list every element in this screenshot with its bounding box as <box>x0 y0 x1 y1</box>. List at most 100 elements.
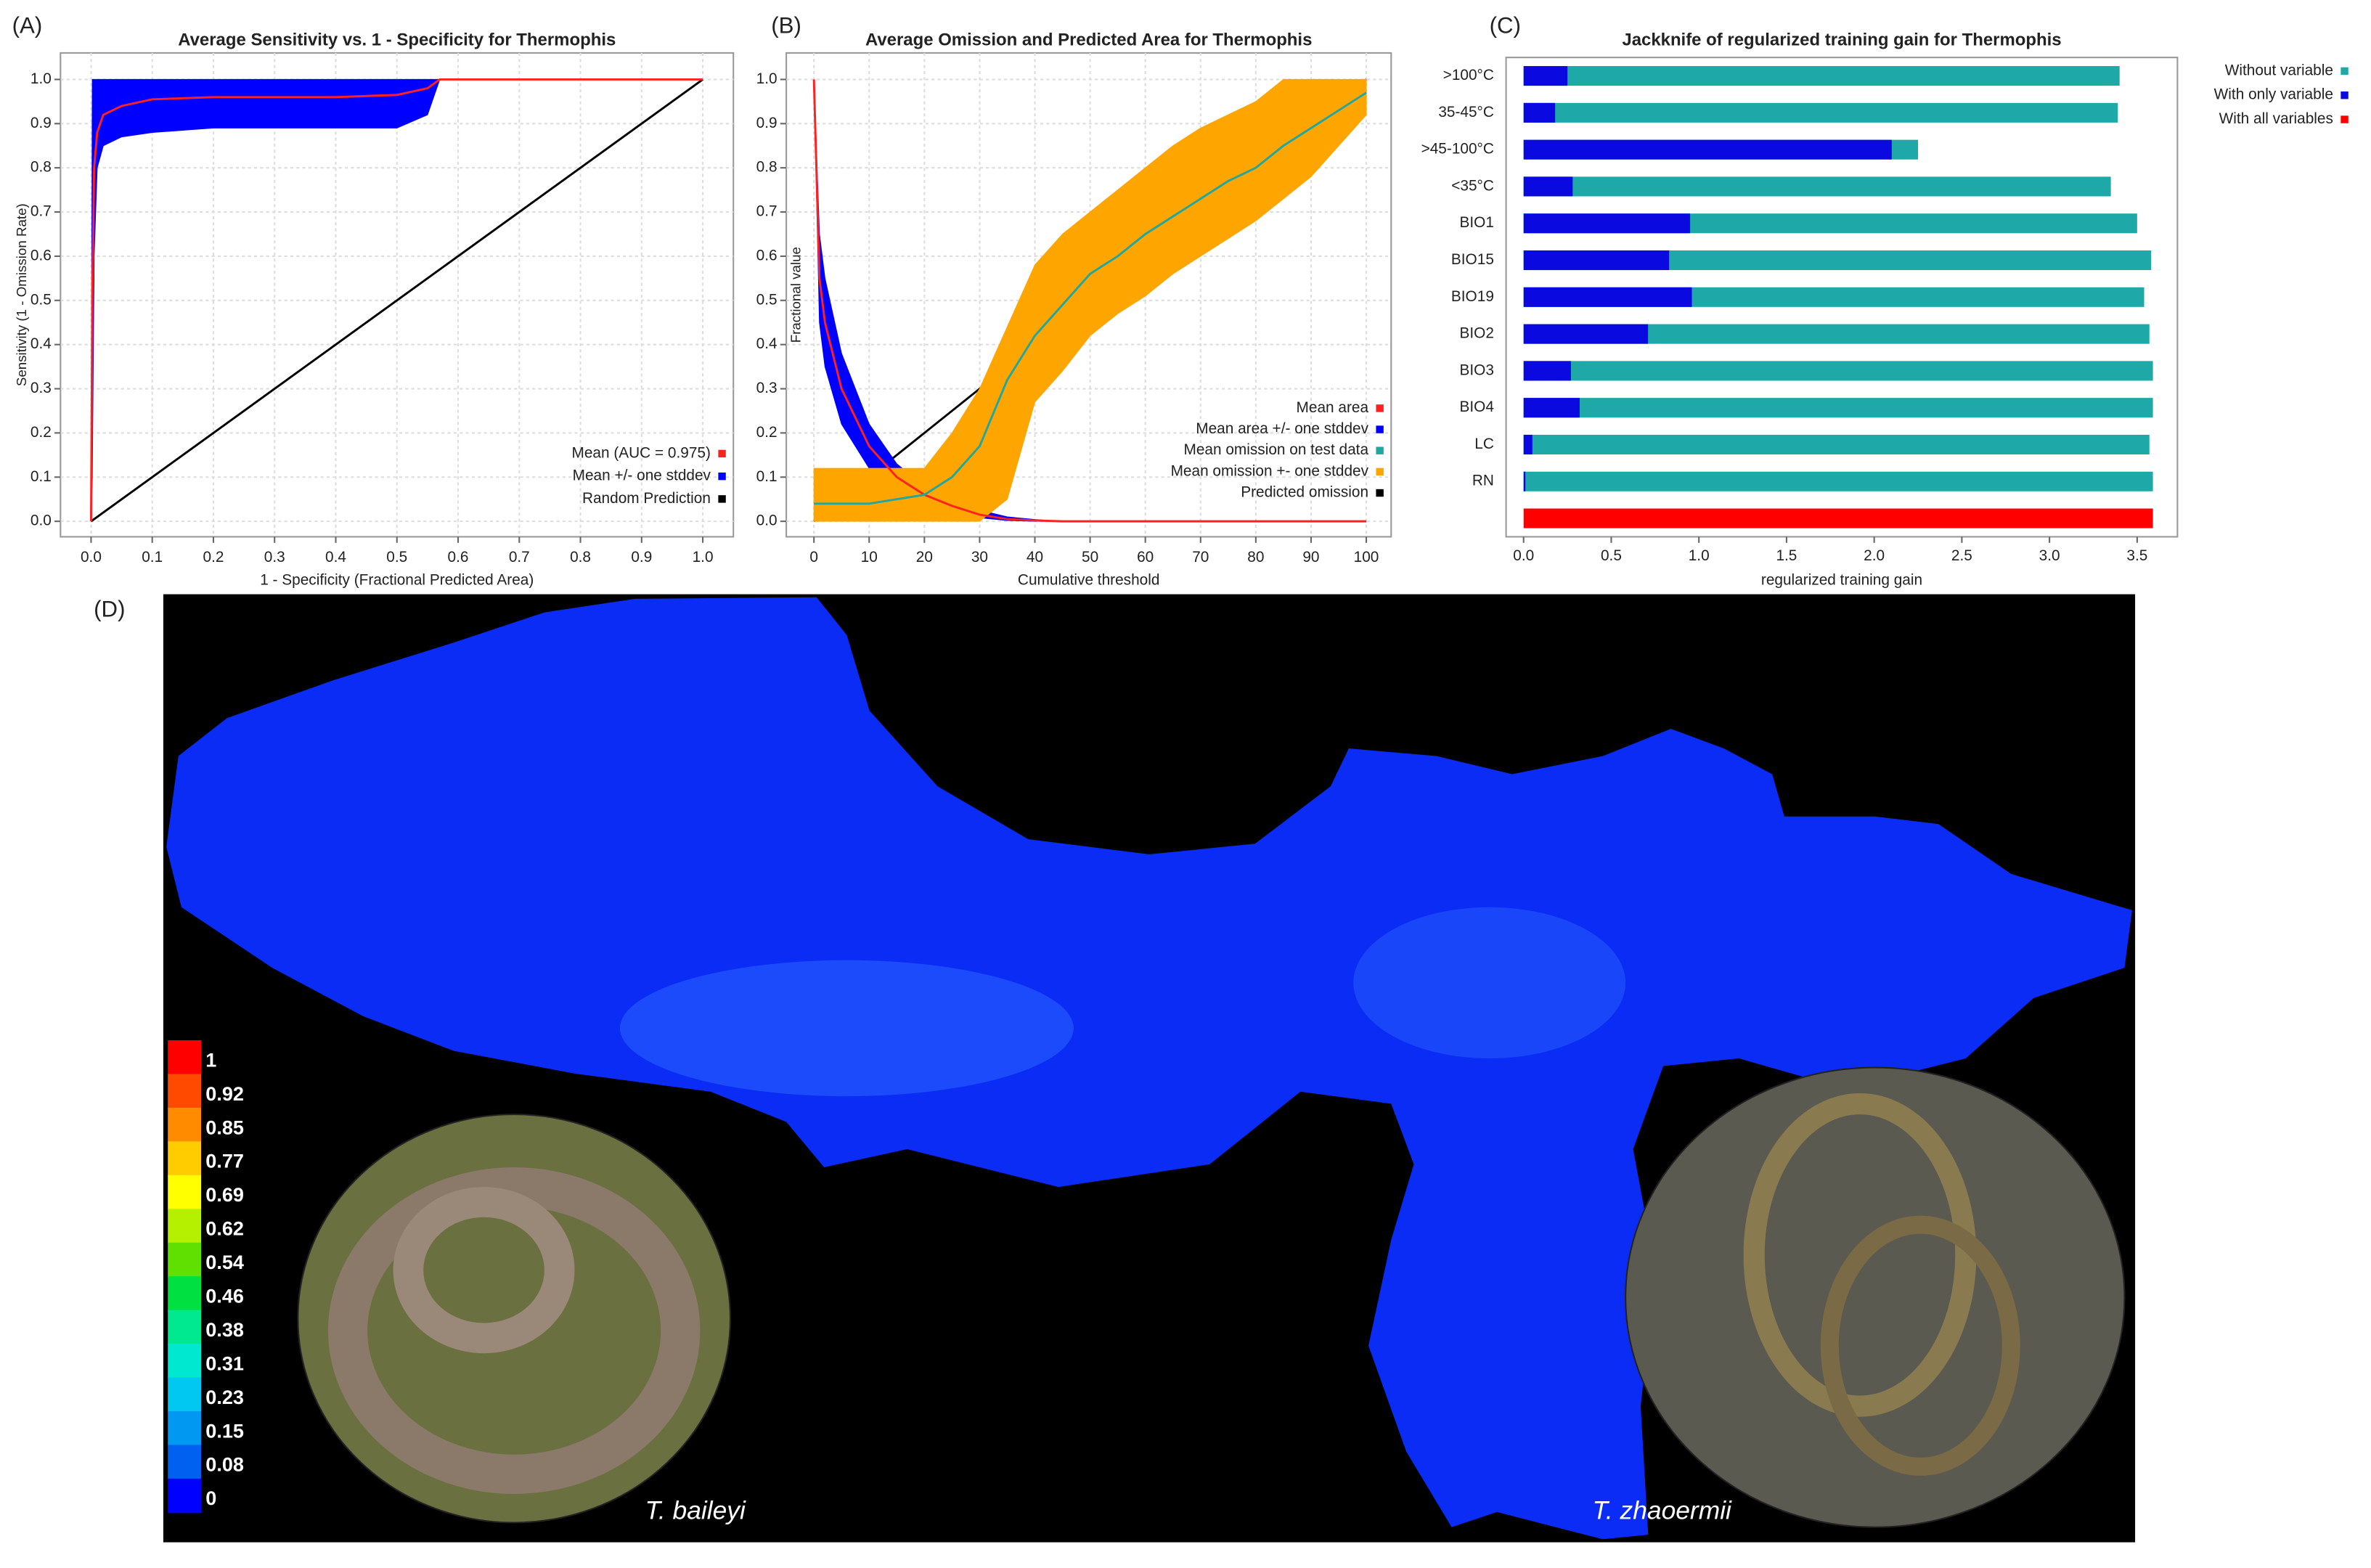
y-tick-label: 0.6 <box>30 247 52 264</box>
legend-label: Predicted omission <box>1241 484 1368 501</box>
colorbar-label: 0.46 <box>205 1285 244 1307</box>
x-tick-label: 0.0 <box>81 549 102 565</box>
panel-label: (C) <box>1490 13 1521 38</box>
line <box>90 78 703 523</box>
bar <box>1523 176 1573 197</box>
x-tick-label: 0.1 <box>142 549 163 565</box>
legend-label: Mean area +/- one stddev <box>1196 420 1368 437</box>
panel-label: (A) <box>12 13 43 38</box>
y-tick-label: BIO2 <box>1459 325 1493 342</box>
colorbar-swatch <box>168 1377 202 1413</box>
legend-label: Mean (AUC = 0.975) <box>572 444 711 461</box>
colorbar-label: 0 <box>205 1487 216 1509</box>
x-tick-label: 3.5 <box>2126 547 2147 564</box>
chart-title: Jackknife of regularized training gain f… <box>1622 30 2061 50</box>
bar <box>1523 398 1580 418</box>
y-tick-label: 0.7 <box>756 203 778 220</box>
x-tick-label: 40 <box>1027 549 1043 565</box>
x-tick-label: 90 <box>1302 549 1319 565</box>
x-axis-label: Cumulative threshold <box>1018 571 1160 588</box>
colorbar-swatch <box>168 1445 202 1479</box>
x-tick-label: 0.4 <box>325 549 346 565</box>
bar <box>1523 66 2120 86</box>
y-tick-label: <35°C <box>1451 177 1494 194</box>
bar <box>1523 361 2153 381</box>
y-tick-label: RN <box>1472 473 1494 489</box>
x-tick-label: 0.5 <box>386 549 407 565</box>
band <box>813 78 1367 522</box>
colorbar-label: 0.92 <box>205 1082 244 1105</box>
colorbar-swatch <box>168 1478 202 1514</box>
chart-title: Average Sensitivity vs. 1 - Specificity … <box>178 30 616 50</box>
colorbar-label: 1 <box>205 1048 216 1071</box>
y-tick-label: 0.8 <box>30 159 52 176</box>
x-tick-label: 0.7 <box>509 549 530 565</box>
y-tick-label: 0.1 <box>756 468 778 485</box>
legend-label: With only variable <box>2214 86 2333 103</box>
x-tick-label: 80 <box>1247 549 1264 565</box>
colorbar-swatch <box>168 1310 202 1345</box>
x-tick-label: 30 <box>971 549 988 565</box>
colorbar-swatch <box>168 1107 202 1143</box>
bar <box>1523 66 1568 86</box>
y-tick-label: 0.9 <box>30 115 52 131</box>
legend-label: Random Prediction <box>582 490 711 507</box>
y-tick-label: 0.3 <box>756 380 778 396</box>
legend-swatch <box>1376 467 1384 476</box>
bar <box>1523 508 2153 528</box>
colorbar-label: 0.15 <box>205 1419 244 1442</box>
x-tick-label: 100 <box>1354 549 1379 565</box>
y-tick-label: 1.0 <box>30 70 52 87</box>
colorbar-swatch <box>168 1344 202 1379</box>
legend-swatch <box>1376 446 1384 454</box>
legend-swatch <box>2341 115 2348 123</box>
colorbar-label: 0.85 <box>205 1116 244 1138</box>
chart-title: Average Omission and Predicted Area for … <box>865 30 1312 50</box>
x-tick-label: 1.0 <box>693 549 714 565</box>
snake-coil <box>1743 1093 1977 1417</box>
bar <box>1523 324 1649 344</box>
colorbar-swatch <box>168 1074 202 1108</box>
colorbar-label: 0.77 <box>205 1150 244 1172</box>
legend-swatch <box>718 472 726 481</box>
legend-swatch <box>1376 425 1384 433</box>
x-tick-label: 0.9 <box>631 549 652 565</box>
bar <box>1523 471 1526 491</box>
legend-label: Mean +/- one stddev <box>573 467 711 484</box>
y-tick-label: 0.4 <box>756 335 778 352</box>
y-tick-label: BIO19 <box>1451 288 1494 305</box>
y-tick-label: 0.4 <box>30 335 52 352</box>
colorbar-label: 0.62 <box>205 1217 244 1240</box>
snake-coil <box>327 1167 701 1494</box>
colorbar-label: 0.08 <box>205 1453 244 1476</box>
legend-label: Mean omission +- one stddev <box>1171 462 1369 479</box>
x-tick-label: 0.5 <box>1601 547 1622 564</box>
bar <box>1523 398 2153 418</box>
snake-coil <box>1820 1215 2020 1476</box>
y-tick-label: >100°C <box>1443 67 1494 83</box>
snake-coil <box>393 1187 575 1354</box>
x-axis-label: 1 - Specificity (Fractional Predicted Ar… <box>260 571 534 588</box>
y-tick-label: 0.5 <box>756 291 778 308</box>
bar <box>1523 287 1692 307</box>
colorbar-swatch <box>168 1410 202 1446</box>
bar <box>1523 102 2118 123</box>
colorbar-label: 0.38 <box>205 1318 244 1341</box>
x-tick-label: 0.3 <box>264 549 285 565</box>
bar <box>1523 176 2111 197</box>
y-tick-label: BIO15 <box>1451 251 1494 268</box>
colorbar-swatch <box>168 1276 202 1311</box>
x-tick-label: 1.0 <box>1689 547 1710 564</box>
x-tick-label: 2.5 <box>1951 547 1972 564</box>
y-tick-label: 0.0 <box>756 513 778 529</box>
x-tick-label: 20 <box>916 549 933 565</box>
y-tick-label: 0.0 <box>30 513 52 529</box>
x-tick-label: 0 <box>809 549 818 565</box>
y-tick-label: BIO3 <box>1459 362 1493 378</box>
legend-swatch <box>2341 91 2348 99</box>
y-axis-label: Fractional value <box>788 247 804 343</box>
colorbar-label: 0.23 <box>205 1386 244 1408</box>
bar <box>1523 213 1691 234</box>
x-axis-label: regularized training gain <box>1761 571 1922 588</box>
bar <box>1523 102 1556 123</box>
